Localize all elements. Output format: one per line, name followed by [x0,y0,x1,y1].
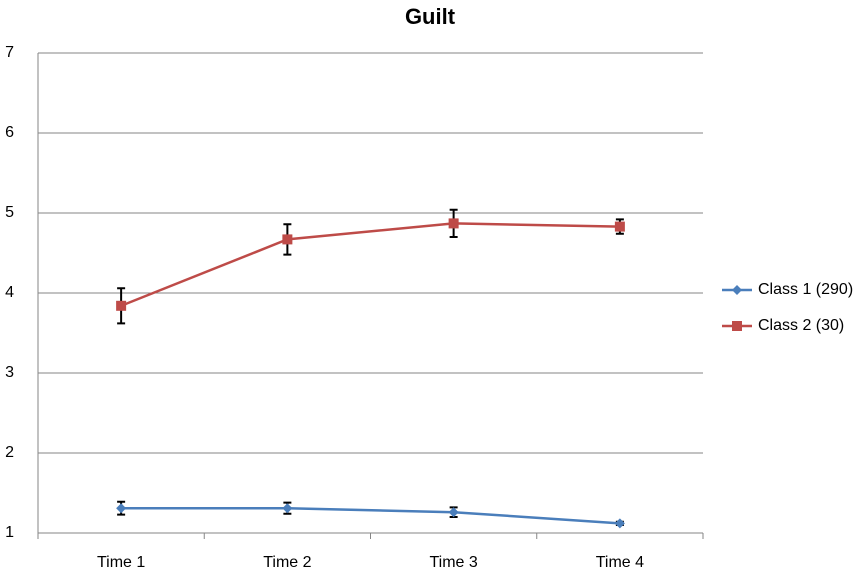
x-tick-label: Time 2 [263,554,311,571]
x-tick-label: Time 4 [596,554,644,571]
marker [282,234,293,245]
series-line [121,506,620,525]
marker [614,518,625,529]
legend-label: Class 1 (290) [758,281,853,298]
y-tick-label: 1 [5,524,14,541]
legend-marker [732,285,742,295]
marker [448,218,459,229]
series-line [120,222,620,307]
marker [448,507,459,518]
marker [282,503,293,514]
chart-title: Guilt [405,4,456,29]
marker [614,221,625,232]
x-tick-label: Time 3 [429,554,477,571]
x-tick-label: Time 1 [97,554,145,571]
y-tick-label: 6 [5,124,14,141]
y-tick-label: 4 [5,284,14,301]
marker [116,503,127,514]
legend-marker [732,321,742,331]
y-tick-label: 5 [5,204,14,221]
legend-label: Class 2 (30) [758,317,844,334]
y-tick-label: 3 [5,364,14,381]
y-tick-label: 2 [5,444,14,461]
y-tick-label: 7 [5,44,14,61]
marker [116,300,127,311]
